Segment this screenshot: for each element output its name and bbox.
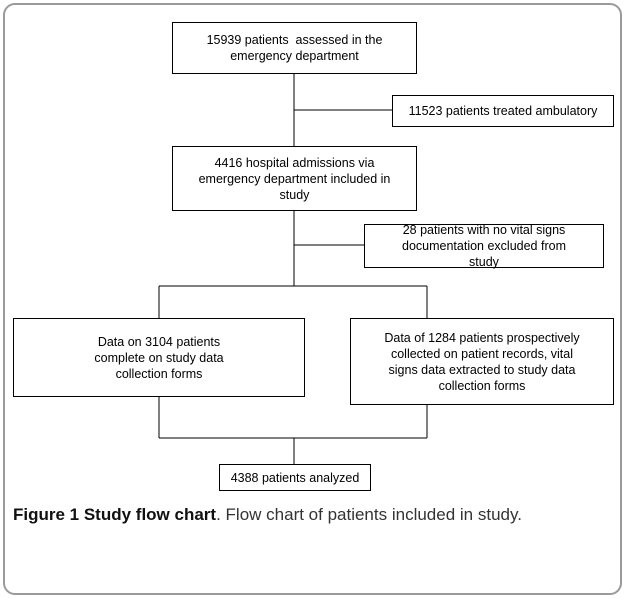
box-text-line: emergency department included in <box>198 171 391 186</box>
flow-box: 4388 patients analyzed <box>219 464 371 491</box>
flow-box: 28 patients with no vital signs documenta… <box>364 223 604 269</box>
box-text-line: 15939 patients assessed in the <box>206 33 383 47</box>
box-text-line: 11523 patients treated ambulatory <box>408 104 598 118</box>
box-text-line: collected on patient records, vital <box>390 346 574 361</box>
box-text-line: Data of 1284 patients prospectively <box>384 330 580 345</box>
box-text-line: collection forms <box>115 366 203 381</box>
box-text-line: Data on 3104 patients <box>97 334 221 349</box>
box-text-line: study <box>469 255 499 269</box>
flow-box: 11523 patients treated ambulatory <box>392 95 614 127</box>
caption-title: Figure 1 Study flow chart <box>13 505 217 524</box>
box-text-line: documentation excluded from <box>402 239 566 253</box>
flow-box: Data on 3104 patients complete on study d… <box>13 318 305 397</box>
flow-box: 15939 patients assessed in the emergency … <box>172 22 417 74</box>
figure-frame <box>3 3 622 595</box>
figure-caption: Figure 1 Study flow chart. Flow chart of… <box>13 500 613 530</box>
box-text-line: 28 patients with no vital signs <box>402 223 566 237</box>
box-text-line: complete on study data <box>94 350 224 365</box>
box-text-line: 4388 patients analyzed <box>230 470 360 485</box>
box-text-line: study <box>279 187 310 202</box>
flow-box: 4416 hospital admissions via emergency de… <box>172 146 417 211</box>
box-text-line: collection forms <box>438 378 526 393</box>
box-text-line: signs data extracted to study data <box>388 362 576 377</box>
box-text-line: emergency department <box>230 49 359 63</box>
flow-box: Data of 1284 patients prospectively colle… <box>350 318 614 405</box>
caption-text: . Flow chart of patients included in stu… <box>216 505 522 524</box>
box-text-line: 4416 hospital admissions via <box>214 155 375 170</box>
